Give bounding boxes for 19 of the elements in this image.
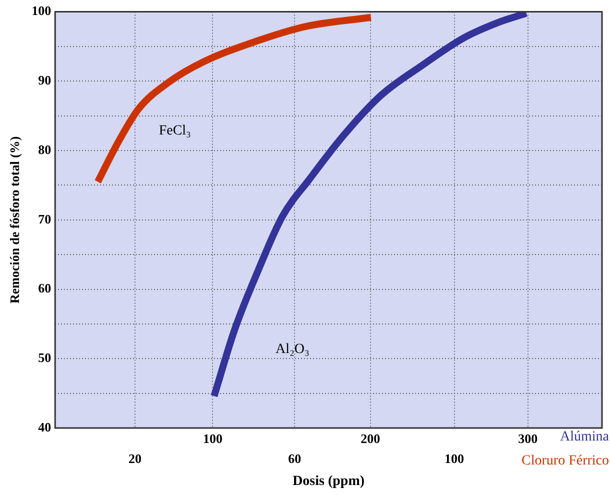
y-tick-label: 90 (38, 72, 52, 88)
y-tick-label: 100 (32, 3, 52, 18)
x-tick-label: 200 (360, 431, 380, 446)
annotation: FeCl₃ (158, 124, 192, 139)
x-axis-title: Dosis (ppm) (292, 474, 365, 490)
x-tick-label: 300 (518, 431, 538, 446)
y-tick-label: 80 (38, 142, 52, 157)
text: Cloruro Férrico (522, 453, 609, 468)
y-tick-label: 50 (38, 350, 52, 365)
y-tick-label: 40 (38, 419, 52, 434)
y-tick-label: 60 (38, 280, 52, 296)
x2-tick-label: 20 (128, 450, 142, 466)
x2-tick-label: 60 (288, 450, 302, 466)
text: Alúmina (560, 430, 610, 445)
y-tick-label: 70 (38, 211, 52, 226)
x2-tick-label: 100 (444, 450, 464, 466)
annotation: Al₂O₃ (276, 342, 310, 358)
x-tick-label: 100 (202, 431, 222, 446)
y-axis-title: Remoción de fósforo total (%) (7, 136, 22, 304)
